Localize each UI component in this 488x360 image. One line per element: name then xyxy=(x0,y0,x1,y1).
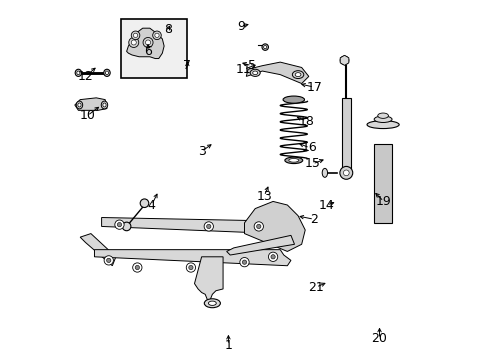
Ellipse shape xyxy=(262,44,268,50)
Ellipse shape xyxy=(250,69,260,76)
Text: 20: 20 xyxy=(371,333,386,346)
Ellipse shape xyxy=(295,73,300,77)
Circle shape xyxy=(117,222,122,227)
Polygon shape xyxy=(340,55,348,65)
Circle shape xyxy=(254,222,263,231)
Ellipse shape xyxy=(252,71,257,75)
Circle shape xyxy=(133,33,138,37)
Text: 16: 16 xyxy=(302,141,317,154)
Text: 15: 15 xyxy=(304,157,320,170)
Text: 17: 17 xyxy=(305,81,322,94)
Circle shape xyxy=(128,37,139,48)
Polygon shape xyxy=(80,234,116,266)
Text: 11: 11 xyxy=(235,63,251,76)
Circle shape xyxy=(340,56,348,64)
Ellipse shape xyxy=(101,101,107,109)
Text: 9: 9 xyxy=(237,20,244,33)
Ellipse shape xyxy=(366,121,398,129)
Circle shape xyxy=(339,166,352,179)
Circle shape xyxy=(143,37,153,48)
Text: 10: 10 xyxy=(79,109,95,122)
Ellipse shape xyxy=(283,96,304,103)
Bar xyxy=(373,144,391,223)
Text: 12: 12 xyxy=(78,70,93,83)
Ellipse shape xyxy=(102,103,106,107)
Circle shape xyxy=(104,256,113,265)
Ellipse shape xyxy=(105,71,108,75)
Circle shape xyxy=(155,33,159,37)
Ellipse shape xyxy=(208,301,216,305)
Polygon shape xyxy=(194,257,223,303)
Circle shape xyxy=(186,263,195,272)
Text: 6: 6 xyxy=(144,45,152,58)
Circle shape xyxy=(240,257,248,267)
Circle shape xyxy=(206,224,210,229)
Circle shape xyxy=(106,258,111,262)
Text: 21: 21 xyxy=(307,281,323,294)
Ellipse shape xyxy=(373,116,391,122)
Circle shape xyxy=(122,222,131,231)
Circle shape xyxy=(268,252,277,261)
Circle shape xyxy=(131,40,136,45)
Circle shape xyxy=(140,199,148,207)
Circle shape xyxy=(270,255,275,259)
Text: 5: 5 xyxy=(247,59,255,72)
Ellipse shape xyxy=(75,69,81,76)
Polygon shape xyxy=(246,62,308,84)
Circle shape xyxy=(135,265,139,270)
Text: 1: 1 xyxy=(224,338,232,351)
Polygon shape xyxy=(244,202,305,251)
Text: 2: 2 xyxy=(309,213,318,226)
Text: 3: 3 xyxy=(197,145,205,158)
Ellipse shape xyxy=(322,168,327,177)
Circle shape xyxy=(152,31,161,40)
Polygon shape xyxy=(226,235,294,255)
Ellipse shape xyxy=(77,71,80,75)
Circle shape xyxy=(145,40,150,45)
Text: 8: 8 xyxy=(163,23,171,36)
Text: 18: 18 xyxy=(298,114,314,127)
Polygon shape xyxy=(126,28,164,59)
Ellipse shape xyxy=(76,101,82,109)
Circle shape xyxy=(242,260,246,264)
Polygon shape xyxy=(102,217,283,234)
Circle shape xyxy=(256,224,261,229)
Ellipse shape xyxy=(292,71,303,78)
Circle shape xyxy=(343,170,348,176)
Circle shape xyxy=(131,31,140,40)
Circle shape xyxy=(132,263,142,272)
Ellipse shape xyxy=(285,157,302,163)
Ellipse shape xyxy=(377,113,387,118)
Text: 7: 7 xyxy=(183,59,191,72)
Text: 19: 19 xyxy=(375,195,391,208)
Bar xyxy=(341,98,350,169)
Ellipse shape xyxy=(263,45,266,49)
Text: 13: 13 xyxy=(256,190,271,203)
Ellipse shape xyxy=(103,69,110,76)
Polygon shape xyxy=(94,249,290,266)
Circle shape xyxy=(203,222,213,231)
Text: 4: 4 xyxy=(147,198,155,212)
Ellipse shape xyxy=(78,103,81,107)
Polygon shape xyxy=(75,98,107,111)
Circle shape xyxy=(115,220,124,229)
Ellipse shape xyxy=(288,158,298,162)
Bar xyxy=(121,19,187,78)
Ellipse shape xyxy=(204,299,220,308)
Circle shape xyxy=(188,265,193,270)
Text: 14: 14 xyxy=(318,198,334,212)
